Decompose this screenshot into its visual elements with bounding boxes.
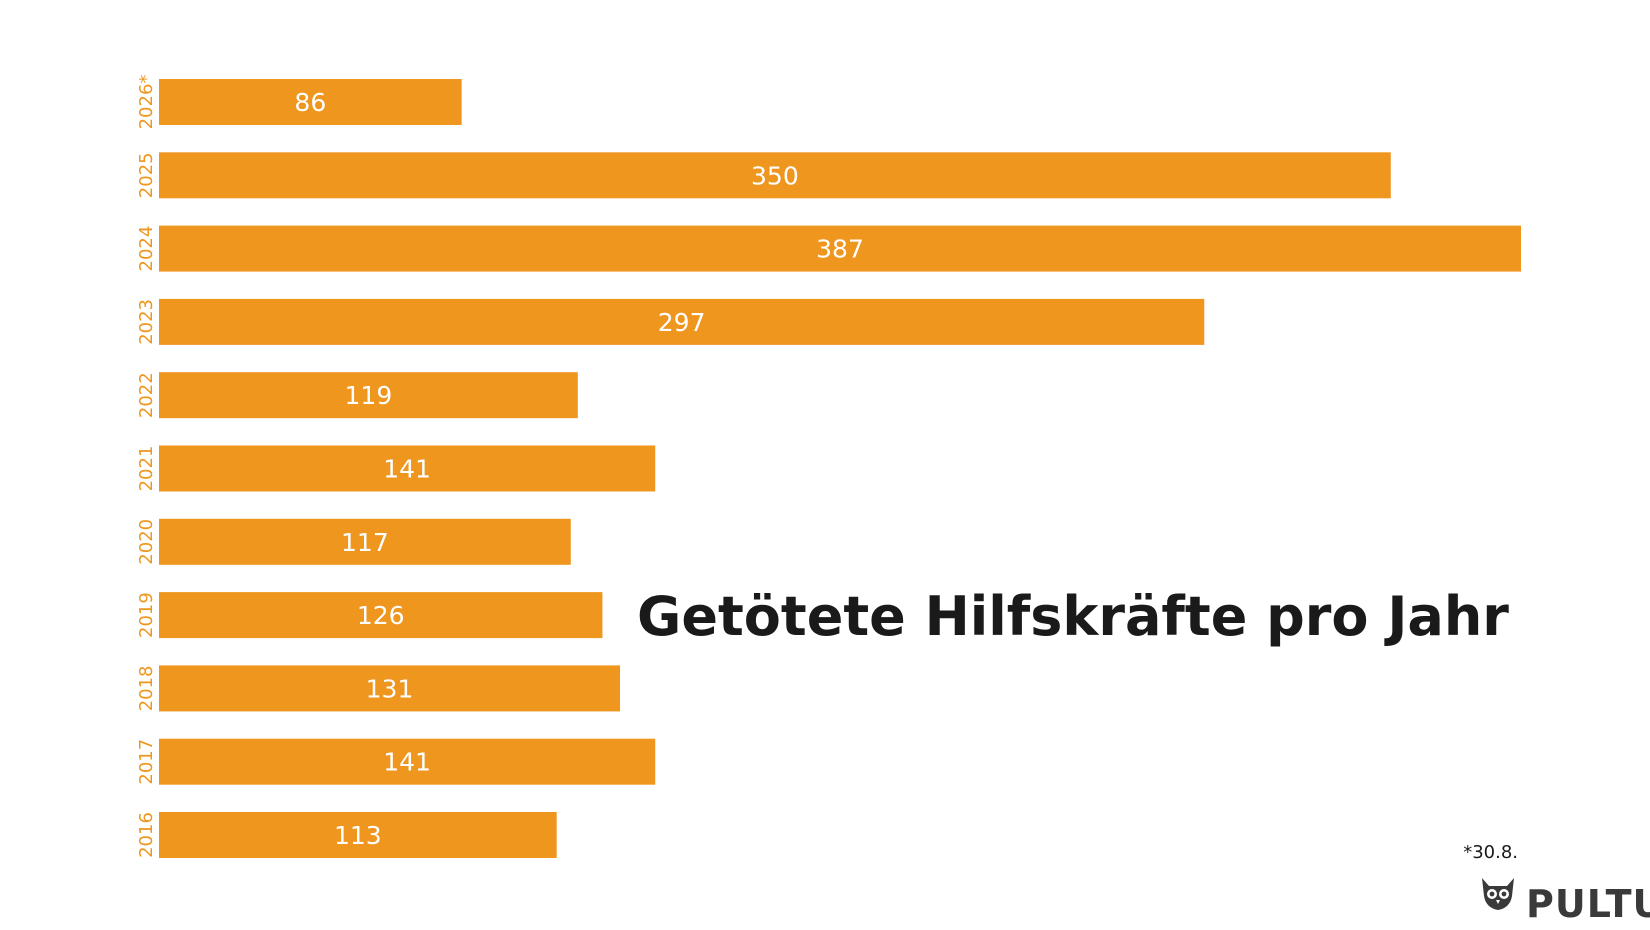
bar-value-label: 117	[341, 528, 389, 557]
bar-2021	[159, 445, 656, 492]
year-labels-group: 2026* 2025 2024 2023 2022 2021 2020 2019 2018 201…	[136, 75, 157, 858]
bar-2018	[159, 665, 621, 712]
year-label: 2022	[136, 372, 157, 418]
bar-value-label: 387	[816, 235, 864, 264]
bars-group: 86 350 387 297 119 141 117 126 131 141 113	[159, 79, 1521, 858]
year-label: 2018	[136, 665, 157, 711]
bar-value-label: 126	[357, 601, 405, 630]
brand-logo: PULTU	[1482, 878, 1650, 926]
bar-value-label: 297	[658, 308, 706, 337]
year-label: 2016	[136, 812, 157, 858]
bar-value-label: 119	[345, 381, 393, 410]
year-label: 2019	[136, 592, 157, 638]
bar-value-label: 113	[334, 821, 382, 850]
year-label: 2026*	[136, 75, 157, 130]
bar-2022	[159, 372, 578, 419]
year-label: 2020	[136, 519, 157, 565]
owl-icon	[1482, 878, 1514, 910]
bar-2017	[159, 738, 656, 785]
year-label: 2023	[136, 299, 157, 345]
bar-2026	[159, 79, 462, 125]
bar-2023	[159, 298, 1205, 345]
chart-title: Getötete Hilfskräfte pro Jahr	[637, 585, 1509, 648]
year-label: 2024	[136, 226, 157, 272]
bar-value-label: 350	[751, 161, 799, 190]
footnote: *30.8.	[1463, 842, 1518, 863]
year-label: 2017	[136, 739, 157, 785]
bar-value-label: 141	[383, 455, 431, 484]
bar-2025	[159, 152, 1391, 199]
bar-2024	[159, 225, 1521, 272]
bar-2019	[159, 592, 603, 639]
bar-value-label: 86	[294, 88, 326, 117]
bar-value-label: 141	[383, 748, 431, 777]
brand-name: PULTU	[1526, 882, 1650, 926]
year-label: 2021	[136, 446, 157, 492]
bar-2016	[159, 812, 557, 858]
year-label: 2025	[136, 152, 157, 198]
bar-2020	[159, 518, 571, 565]
bar-value-label: 131	[366, 674, 414, 703]
